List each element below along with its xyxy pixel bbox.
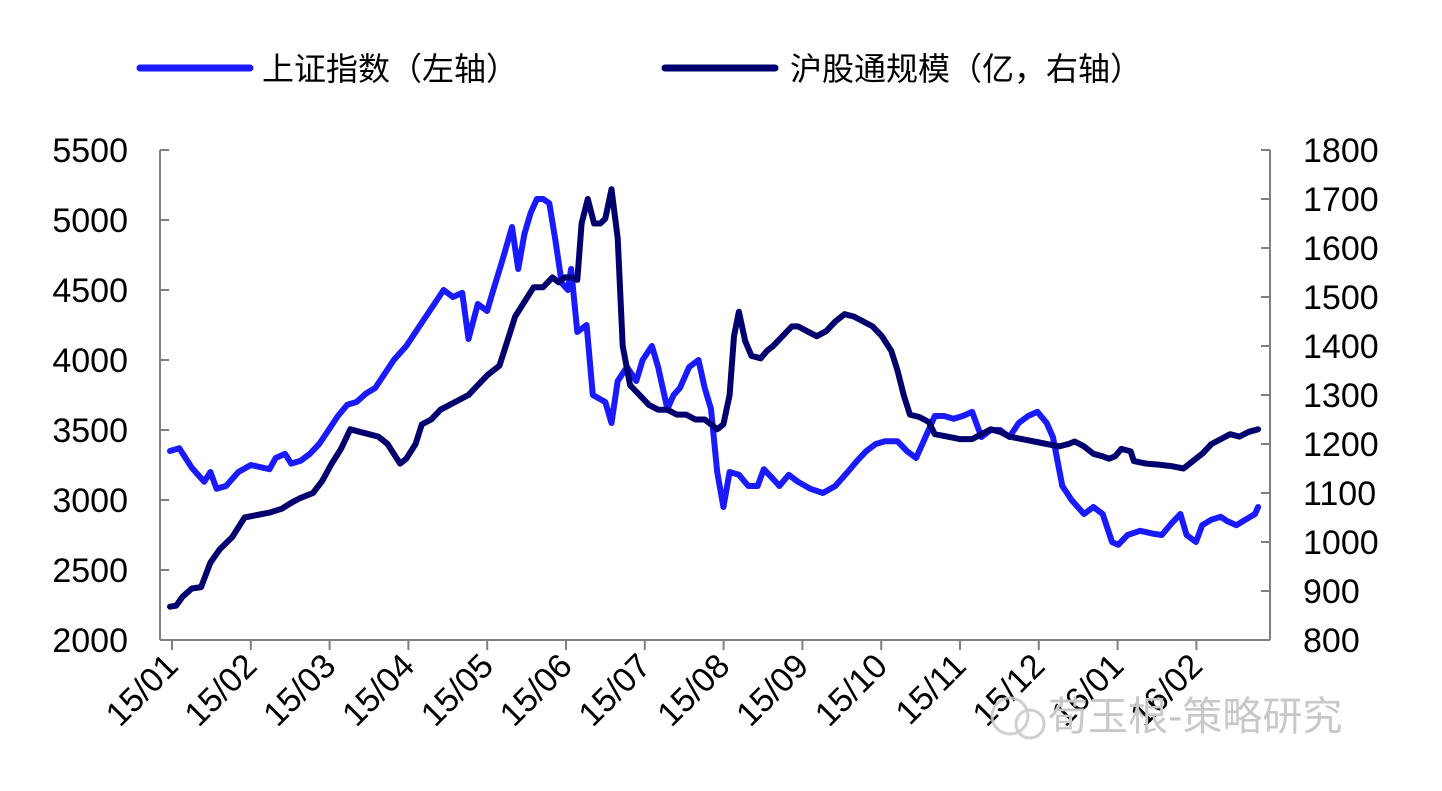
- x-tick-label: 15/09: [729, 647, 816, 734]
- series-line-shanghai-index: [167, 196, 1262, 548]
- y-right-tick-label: 1800: [1303, 132, 1379, 170]
- y-left-tick-label: 5500: [52, 132, 128, 170]
- y-left-tick-label: 3500: [52, 412, 128, 450]
- y-right-tick-label: 1200: [1303, 426, 1379, 464]
- x-tick-label: 15/12: [965, 647, 1052, 734]
- y-right-tick-label: 1100: [1303, 475, 1376, 513]
- series-layer: [167, 186, 1262, 610]
- y-left-tick-label: 3000: [52, 482, 128, 520]
- legend-label: 上证指数（左轴）: [262, 50, 518, 88]
- y-left-tick-label: 5000: [52, 202, 128, 240]
- watermark: 荀玉根-策略研究: [990, 694, 1342, 740]
- y-right-tick-label: 800: [1303, 622, 1360, 660]
- y-left-tick-label: 2000: [52, 622, 128, 660]
- x-tick-label: 15/03: [256, 647, 343, 734]
- x-tick-label: 15/08: [650, 647, 737, 734]
- y-right-tick-label: 1300: [1303, 377, 1379, 415]
- legend: 上证指数（左轴） 沪股通规模（亿，右轴）: [136, 50, 1142, 88]
- y-right-tick-label: 1500: [1303, 279, 1379, 317]
- wechat-icon: [990, 696, 1030, 736]
- y-left-tick-label: 4500: [52, 272, 128, 310]
- x-tick-label: 15/11: [888, 647, 973, 732]
- legend-label: 沪股通规模（亿，右轴）: [790, 50, 1142, 88]
- watermark-logo: [990, 696, 1046, 740]
- y-right-tick-label: 1700: [1303, 181, 1379, 219]
- x-tick-label: 15/04: [335, 647, 422, 734]
- x-tick-label: 15/07: [571, 647, 658, 734]
- x-tick-label: 15/05: [414, 647, 501, 734]
- y-left-tick-label: 2500: [52, 552, 128, 590]
- x-tick-label: 15/02: [177, 647, 264, 734]
- y-right-tick-label: 1400: [1303, 328, 1379, 366]
- x-tick-label: 15/10: [808, 647, 895, 734]
- x-tick-label: 15/06: [493, 647, 580, 734]
- wechat-icon-bubble: [1014, 708, 1046, 740]
- watermark-text: 荀玉根-策略研究: [1048, 694, 1342, 740]
- y-right-tick-label: 1600: [1303, 230, 1379, 268]
- y-right-tick-label: 900: [1303, 573, 1360, 611]
- series-line-shanghai-connect: [167, 186, 1262, 610]
- y-right-tick-label: 1000: [1303, 524, 1379, 562]
- y-left-tick-label: 4000: [52, 342, 128, 380]
